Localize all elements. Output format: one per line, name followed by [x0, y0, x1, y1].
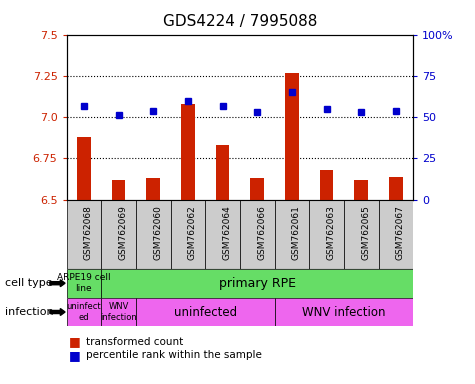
Bar — [66, 200, 101, 269]
Bar — [205, 200, 240, 269]
Bar — [250, 178, 264, 200]
Text: GSM762060: GSM762060 — [153, 205, 162, 260]
Text: GSM762061: GSM762061 — [292, 205, 301, 260]
Bar — [216, 145, 229, 200]
Text: ■: ■ — [69, 335, 81, 348]
Bar — [146, 178, 160, 200]
Bar — [136, 200, 171, 269]
Bar — [309, 200, 344, 269]
Text: GSM762064: GSM762064 — [222, 205, 231, 260]
Bar — [66, 269, 101, 298]
Text: cell type: cell type — [5, 278, 52, 288]
Bar — [101, 200, 136, 269]
Text: GSM762063: GSM762063 — [327, 205, 335, 260]
Bar — [275, 298, 413, 326]
Bar — [354, 180, 368, 200]
Text: GSM762068: GSM762068 — [84, 205, 93, 260]
Text: infection: infection — [5, 307, 53, 317]
Text: GSM762069: GSM762069 — [119, 205, 127, 260]
Text: GSM762067: GSM762067 — [396, 205, 405, 260]
Text: GSM762065: GSM762065 — [361, 205, 370, 260]
Bar — [275, 200, 309, 269]
Bar — [379, 200, 413, 269]
Text: ■: ■ — [69, 349, 81, 362]
Bar — [320, 170, 333, 200]
Bar — [285, 73, 299, 200]
Text: GSM762062: GSM762062 — [188, 205, 197, 260]
Text: WNV infection: WNV infection — [302, 306, 386, 318]
Text: percentile rank within the sample: percentile rank within the sample — [86, 350, 261, 360]
Bar — [240, 200, 275, 269]
Bar — [344, 200, 379, 269]
Bar — [77, 137, 91, 200]
Text: transformed count: transformed count — [86, 337, 183, 347]
Bar — [171, 200, 205, 269]
Text: uninfected: uninfected — [174, 306, 237, 318]
Text: primary RPE: primary RPE — [218, 277, 296, 290]
Text: ARPE19 cell
line: ARPE19 cell line — [57, 273, 111, 293]
Text: GSM762066: GSM762066 — [257, 205, 266, 260]
Bar — [112, 180, 125, 200]
Bar — [136, 298, 275, 326]
Bar — [389, 177, 403, 200]
Bar — [181, 104, 195, 200]
Bar — [101, 298, 136, 326]
Bar — [66, 298, 101, 326]
Title: GDS4224 / 7995088: GDS4224 / 7995088 — [162, 14, 317, 29]
Text: uninfect
ed: uninfect ed — [66, 302, 101, 322]
Text: WNV
infection: WNV infection — [100, 302, 137, 322]
